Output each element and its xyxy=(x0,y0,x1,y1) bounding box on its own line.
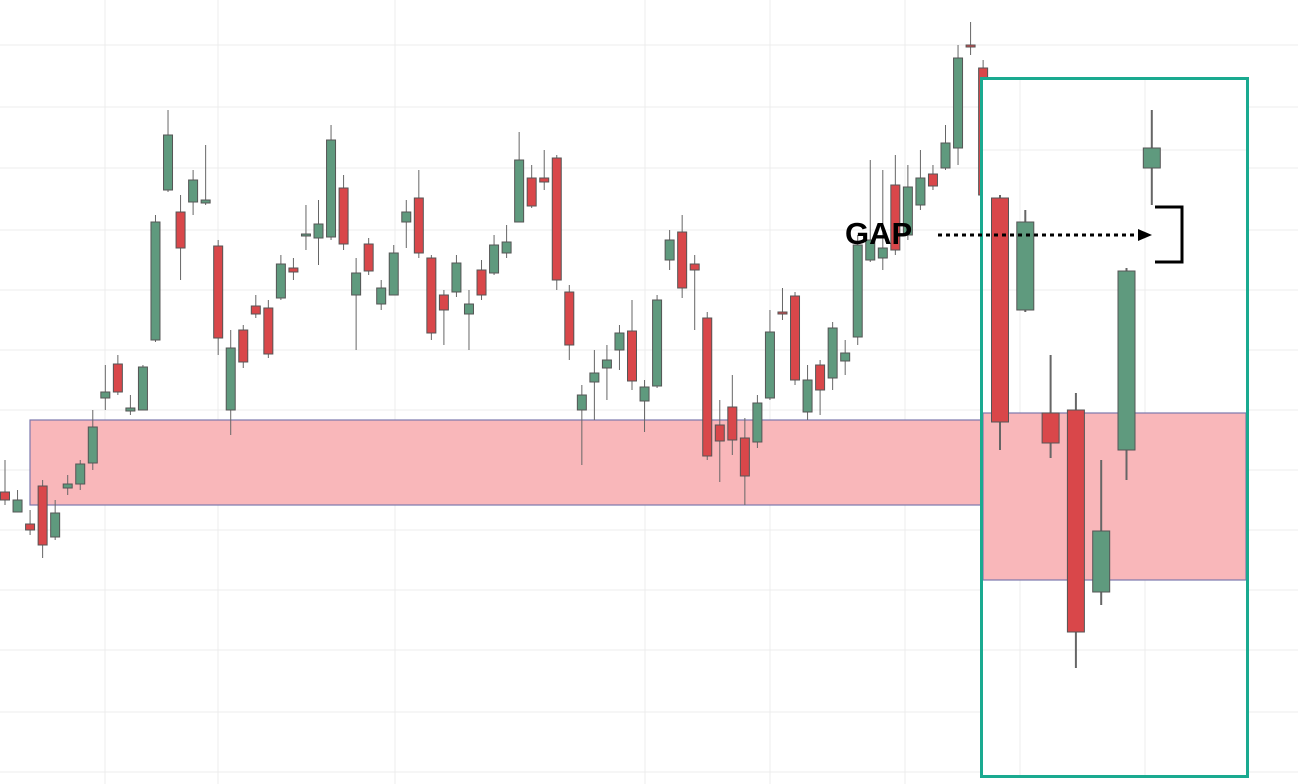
candle-body xyxy=(451,262,462,293)
candle-body xyxy=(739,437,750,477)
candle-body xyxy=(614,332,625,351)
candle-body xyxy=(639,386,650,402)
candle-body xyxy=(1066,409,1085,633)
candle-body xyxy=(601,359,612,369)
candle-body xyxy=(438,294,449,311)
candle-body xyxy=(702,317,713,457)
candle-body xyxy=(313,223,324,239)
candle-body xyxy=(991,197,1009,423)
candle-body xyxy=(539,177,550,183)
candle-body xyxy=(1117,270,1136,451)
candle-body xyxy=(514,159,525,223)
candle-body xyxy=(75,463,86,485)
candle-body xyxy=(0,491,10,501)
candle-body xyxy=(501,241,512,254)
candle-body xyxy=(288,267,299,273)
candle-body xyxy=(927,173,938,187)
candle-body xyxy=(50,512,61,538)
candle-body xyxy=(790,295,801,381)
candle-body xyxy=(363,243,374,272)
candle-body xyxy=(564,291,575,346)
candle-body xyxy=(852,244,863,338)
candle-body xyxy=(576,394,587,411)
candle-body xyxy=(664,239,675,261)
candle-body xyxy=(940,142,951,169)
candle-body xyxy=(250,305,261,315)
candle-body xyxy=(902,186,913,236)
candle-body xyxy=(965,44,976,48)
candle-body xyxy=(426,257,437,334)
candle-body xyxy=(1092,530,1111,593)
candle-body xyxy=(526,177,537,207)
candle-body xyxy=(100,391,111,399)
candle-body xyxy=(137,366,148,411)
candle-body xyxy=(401,211,412,223)
candle-body xyxy=(915,177,926,206)
candle-body xyxy=(163,134,174,191)
candle-body xyxy=(326,139,337,238)
candle-body xyxy=(413,197,424,254)
candle-body xyxy=(112,363,123,393)
candle-body xyxy=(338,187,349,245)
candle-body xyxy=(188,179,199,203)
candle-body xyxy=(125,407,136,412)
candle-body xyxy=(840,352,851,362)
candle-body xyxy=(890,184,901,251)
candle-body xyxy=(777,311,788,315)
candle-body xyxy=(175,211,186,249)
candle-body xyxy=(752,402,763,443)
candle-body xyxy=(376,287,387,305)
candle-body xyxy=(1016,221,1035,311)
candle-body xyxy=(12,499,23,513)
zoom-chart xyxy=(983,110,1246,668)
candle-body xyxy=(489,244,500,274)
candle-body xyxy=(300,233,311,237)
gap-arrow-head xyxy=(1138,229,1152,241)
candle-body xyxy=(25,523,36,531)
candle-body xyxy=(689,263,700,271)
candle-body xyxy=(463,303,474,315)
candle-body xyxy=(37,485,48,546)
candle-body xyxy=(865,239,876,261)
candle-body xyxy=(476,269,487,296)
candle-body xyxy=(225,347,236,411)
candle-body xyxy=(802,379,813,413)
candle-body xyxy=(1041,412,1060,444)
candle-body xyxy=(551,157,562,281)
candle-body xyxy=(652,299,663,387)
candle-body xyxy=(87,426,98,464)
candle-body xyxy=(351,272,362,296)
candle-body xyxy=(727,406,738,441)
candle-body xyxy=(877,247,888,259)
zoom-frame xyxy=(980,77,1249,778)
candle-body xyxy=(1142,147,1161,169)
candle-body xyxy=(627,330,637,382)
candle-body xyxy=(263,307,274,355)
candle-body xyxy=(827,327,838,379)
candle-body xyxy=(238,329,249,363)
candle-body xyxy=(764,331,775,399)
candle-body xyxy=(62,483,73,489)
main-chart xyxy=(0,22,989,558)
candle-body xyxy=(275,263,286,299)
candle-body xyxy=(953,57,964,149)
zone xyxy=(983,412,1246,581)
candle-body xyxy=(714,424,725,442)
candle-body xyxy=(815,364,826,391)
candle-body xyxy=(200,199,211,204)
candle-body xyxy=(589,372,600,383)
candle-body xyxy=(677,231,688,289)
candle-body xyxy=(213,245,224,339)
gap-label: GAP xyxy=(845,216,912,251)
gap-bracket xyxy=(1155,205,1184,264)
candle-body xyxy=(388,252,399,296)
zone xyxy=(29,419,986,506)
candle-body xyxy=(150,221,161,341)
